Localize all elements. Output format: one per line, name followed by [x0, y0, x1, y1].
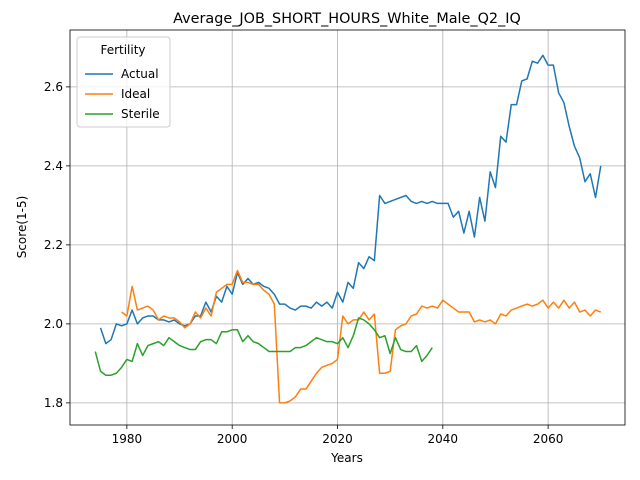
x-tick-label: 2020: [322, 432, 353, 446]
x-tick-label: 2000: [217, 432, 248, 446]
legend-title: Fertility: [100, 43, 145, 57]
y-tick-label: 2.2: [44, 238, 63, 252]
series-line: [99, 54, 602, 345]
series-line: [94, 317, 433, 376]
legend-label: Sterile: [121, 107, 160, 121]
legend: Fertility Actual Ideal Sterile: [76, 36, 171, 128]
x-tick-label: 1980: [112, 432, 143, 446]
legend-box: [76, 36, 171, 128]
chart-title: Average_JOB_SHORT_HOURS_White_Male_Q2_IQ: [173, 11, 521, 27]
plot-frame: [69, 29, 626, 426]
y-tick-label: 2.0: [44, 317, 63, 331]
x-tick-label: 2060: [533, 432, 564, 446]
legend-label: Ideal: [121, 87, 150, 101]
y-tick-label: 2.6: [44, 80, 63, 94]
series-line: [121, 269, 602, 404]
legend-label: Actual: [121, 67, 159, 81]
y-axis-label: Score(1-5): [15, 196, 29, 259]
x-axis-label: Years: [330, 451, 363, 465]
x-tick-label: 2040: [428, 432, 459, 446]
y-tick-label: 1.8: [44, 396, 63, 410]
y-tick-label: 2.4: [44, 159, 63, 173]
